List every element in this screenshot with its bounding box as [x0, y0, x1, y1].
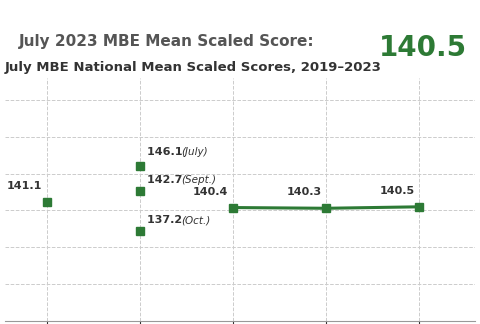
Text: 140.3: 140.3	[287, 187, 322, 197]
Text: 140.5: 140.5	[379, 34, 468, 62]
Text: 140.4: 140.4	[193, 187, 228, 197]
Text: 141.1: 141.1	[7, 181, 42, 191]
Text: 146.1: 146.1	[147, 147, 187, 157]
Text: (Oct.): (Oct.)	[181, 215, 211, 225]
Text: 142.7: 142.7	[147, 175, 187, 185]
Text: (Sept.): (Sept.)	[181, 175, 216, 185]
Text: 140.5: 140.5	[380, 186, 415, 196]
Text: July 2023 MBE Mean Scaled Score:: July 2023 MBE Mean Scaled Score:	[19, 34, 320, 49]
Text: July MBE National Mean Scaled Scores, 2019–2023: July MBE National Mean Scaled Scores, 20…	[5, 61, 382, 74]
Text: 137.2: 137.2	[147, 215, 186, 225]
Text: (July): (July)	[181, 147, 208, 157]
